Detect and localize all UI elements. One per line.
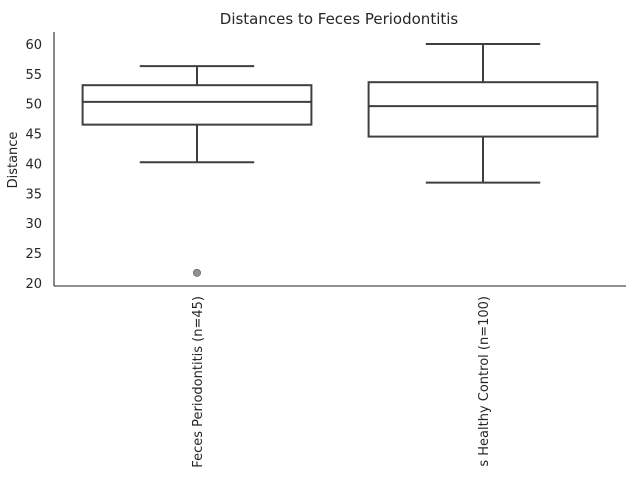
y-tick-label-45: 45 bbox=[25, 128, 42, 143]
x-tick-label-1: Feces Periodontitis (n=45) bbox=[191, 296, 206, 468]
y-tick-label-40: 40 bbox=[25, 157, 42, 172]
box-2 bbox=[367, 81, 599, 138]
y-tick-label-50: 50 bbox=[25, 98, 42, 113]
y-tick-label-25: 25 bbox=[25, 247, 42, 262]
x-tick-label-2: s Healthy Control (n=100) bbox=[477, 296, 492, 467]
y-tick-label-30: 30 bbox=[25, 217, 42, 232]
plot-area: 20 25 30 35 40 45 50 55 60 Feces Periodontitis (n… bbox=[25, 32, 626, 468]
y-tick-label-55: 55 bbox=[25, 68, 42, 83]
y-tick-label-35: 35 bbox=[25, 187, 42, 202]
y-tick-label-20: 20 bbox=[25, 277, 42, 292]
box-1 bbox=[81, 84, 313, 126]
chart-title: Distances to Feces Periodontitis bbox=[220, 10, 459, 28]
y-tick-label-60: 60 bbox=[25, 38, 42, 53]
y-axis-label: Distance bbox=[6, 132, 21, 189]
outlier-point-1-1 bbox=[192, 268, 201, 277]
